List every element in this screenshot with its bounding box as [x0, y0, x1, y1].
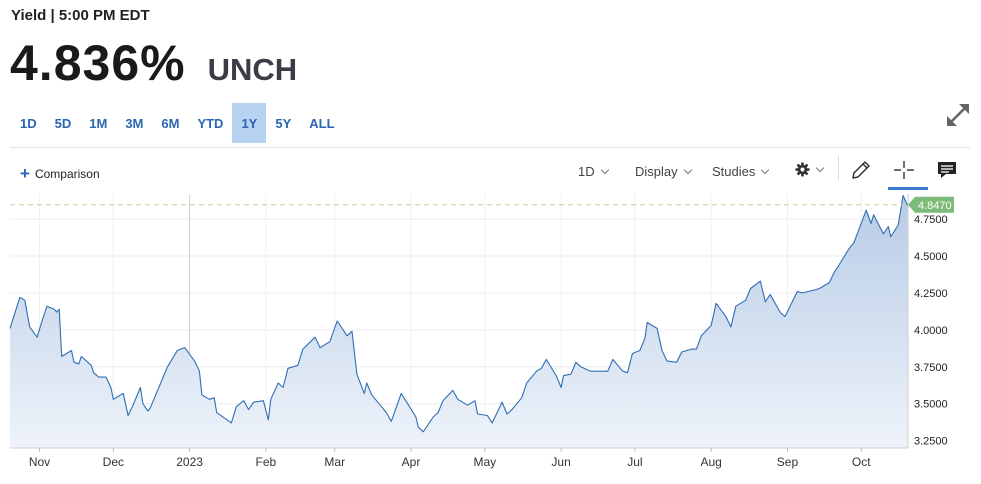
yield-area-fill	[10, 195, 908, 448]
range-button-1y[interactable]: 1Y	[232, 103, 267, 143]
yield-line	[9, 194, 909, 433]
range-button-3m[interactable]: 3M	[125, 115, 144, 131]
x-tick-label: Jun	[551, 455, 570, 469]
price-change: UNCH	[207, 52, 298, 87]
studies-dropdown[interactable]: Studies	[712, 164, 770, 179]
settings-dropdown[interactable]	[795, 162, 825, 177]
last-price: 4.836%	[10, 35, 186, 91]
time-range-selector: 1D 5D 1M 3M 6M YTD 1Y 5Y ALL	[11, 103, 344, 143]
range-button-ytd[interactable]: YTD	[197, 115, 224, 131]
last-value-tag-label: 4.8470	[918, 200, 952, 212]
toolbar-divider	[838, 156, 839, 180]
range-button-5y[interactable]: 5Y	[275, 115, 292, 131]
y-axis: 3.2500 3.5000 3.7500 4.0000 4.2500 4.5000 4.75…	[914, 214, 948, 448]
x-tick-label: Nov	[29, 455, 50, 469]
x-axis: Nov Dec 2023 Feb Mar Apr May Jun Jul Aug Sep Oct	[10, 194, 909, 469]
range-button-1m[interactable]: 1M	[89, 115, 108, 131]
x-tick-label: Jul	[627, 455, 642, 469]
plus-icon: +	[20, 164, 30, 183]
chevron-down-icon	[683, 165, 692, 175]
y-tick-label: 3.5000	[914, 399, 948, 411]
x-tick-label: Apr	[402, 455, 421, 469]
y-tick-label: 3.2500	[914, 436, 948, 448]
y-tick-label: 4.5000	[914, 251, 948, 263]
quote-summary: 4.836% UNCH	[10, 34, 297, 92]
yield-chart[interactable]: Nov Dec 2023 Feb Mar Apr May Jun Jul Aug Sep Oct 3.…	[0, 190, 981, 484]
x-tick-label: Dec	[103, 455, 124, 469]
chart-header-title: Yield | 5:00 PM EDT	[11, 7, 150, 24]
active-tool-indicator	[888, 187, 928, 190]
interval-dropdown[interactable]: 1D	[578, 164, 609, 179]
gear-icon	[795, 162, 810, 177]
expand-icon[interactable]	[944, 101, 972, 129]
last-value-tag-shape	[908, 196, 954, 213]
comment-icon[interactable]	[934, 158, 960, 182]
x-tick-label: Aug	[700, 455, 721, 469]
y-tick-label: 4.0000	[914, 325, 948, 337]
pencil-icon[interactable]	[848, 158, 874, 182]
range-button-6m[interactable]: 6M	[161, 115, 180, 131]
display-label: Display	[635, 164, 678, 179]
last-value-tag: 4.8470	[908, 196, 954, 213]
x-tick-label: Mar	[324, 455, 345, 469]
chevron-down-icon	[761, 165, 770, 175]
x-tick-label: May	[473, 455, 496, 469]
y-tick-label: 4.7500	[914, 214, 948, 226]
range-button-all[interactable]: ALL	[309, 115, 335, 131]
chevron-down-icon	[600, 165, 609, 175]
chevron-down-icon	[815, 163, 825, 173]
studies-label: Studies	[712, 164, 756, 179]
comparison-button[interactable]: + Comparison	[20, 164, 100, 183]
chart-toolbar: + Comparison 1D Display Studies	[10, 147, 970, 190]
y-tick-label: 3.7500	[914, 362, 948, 374]
x-tick-label: Sep	[777, 455, 799, 469]
y-tick-label: 4.2500	[914, 288, 948, 300]
comparison-label: Comparison	[34, 167, 100, 181]
interval-label: 1D	[578, 164, 595, 179]
x-tick-label: Oct	[852, 455, 871, 469]
range-button-5d[interactable]: 5D	[54, 115, 72, 131]
crosshair-icon[interactable]	[891, 158, 917, 182]
x-tick-label: Feb	[256, 455, 277, 469]
range-button-1d[interactable]: 1D	[20, 115, 37, 131]
x-tick-label: 2023	[176, 455, 203, 469]
display-dropdown[interactable]: Display	[635, 164, 692, 179]
